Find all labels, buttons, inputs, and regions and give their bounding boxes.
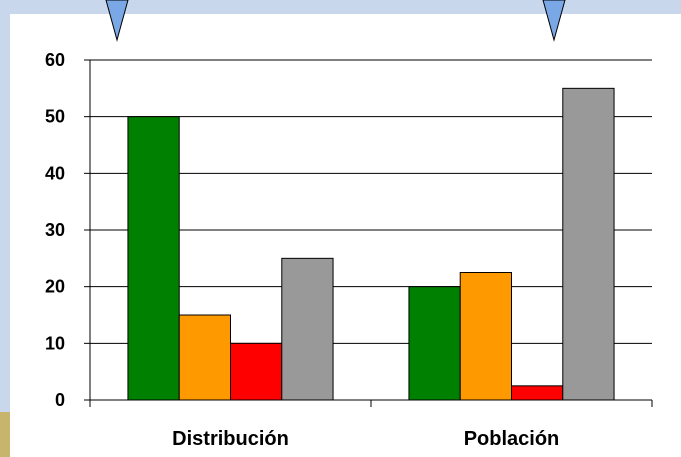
- x-category-label: Distribución: [172, 428, 289, 450]
- x-category-labels: Distribución Población: [172, 428, 559, 450]
- y-tick-labels: 0 10 20 30 40 50 60: [45, 50, 65, 410]
- y-tick-label: 0: [55, 390, 65, 410]
- y-tick-label: 60: [45, 50, 65, 70]
- bar: [408, 286, 461, 401]
- bar: [459, 272, 512, 401]
- y-tick-label: 50: [45, 107, 65, 127]
- bars: [127, 87, 615, 401]
- bar: [281, 257, 334, 401]
- y-tick-label: 20: [45, 277, 65, 297]
- axes: [84, 59, 653, 407]
- pointer-left-icon: [105, 0, 129, 42]
- bar: [562, 87, 615, 401]
- pointer-right-icon: [542, 0, 566, 42]
- bar: [127, 116, 180, 401]
- bar: [230, 342, 283, 401]
- x-category-label: Población: [464, 428, 560, 450]
- y-tick-label: 40: [45, 163, 65, 183]
- y-tick-label: 10: [45, 333, 65, 353]
- bar: [511, 385, 564, 401]
- bar: [178, 314, 231, 401]
- accent-strip: [0, 412, 10, 457]
- y-tick-label: 30: [45, 220, 65, 240]
